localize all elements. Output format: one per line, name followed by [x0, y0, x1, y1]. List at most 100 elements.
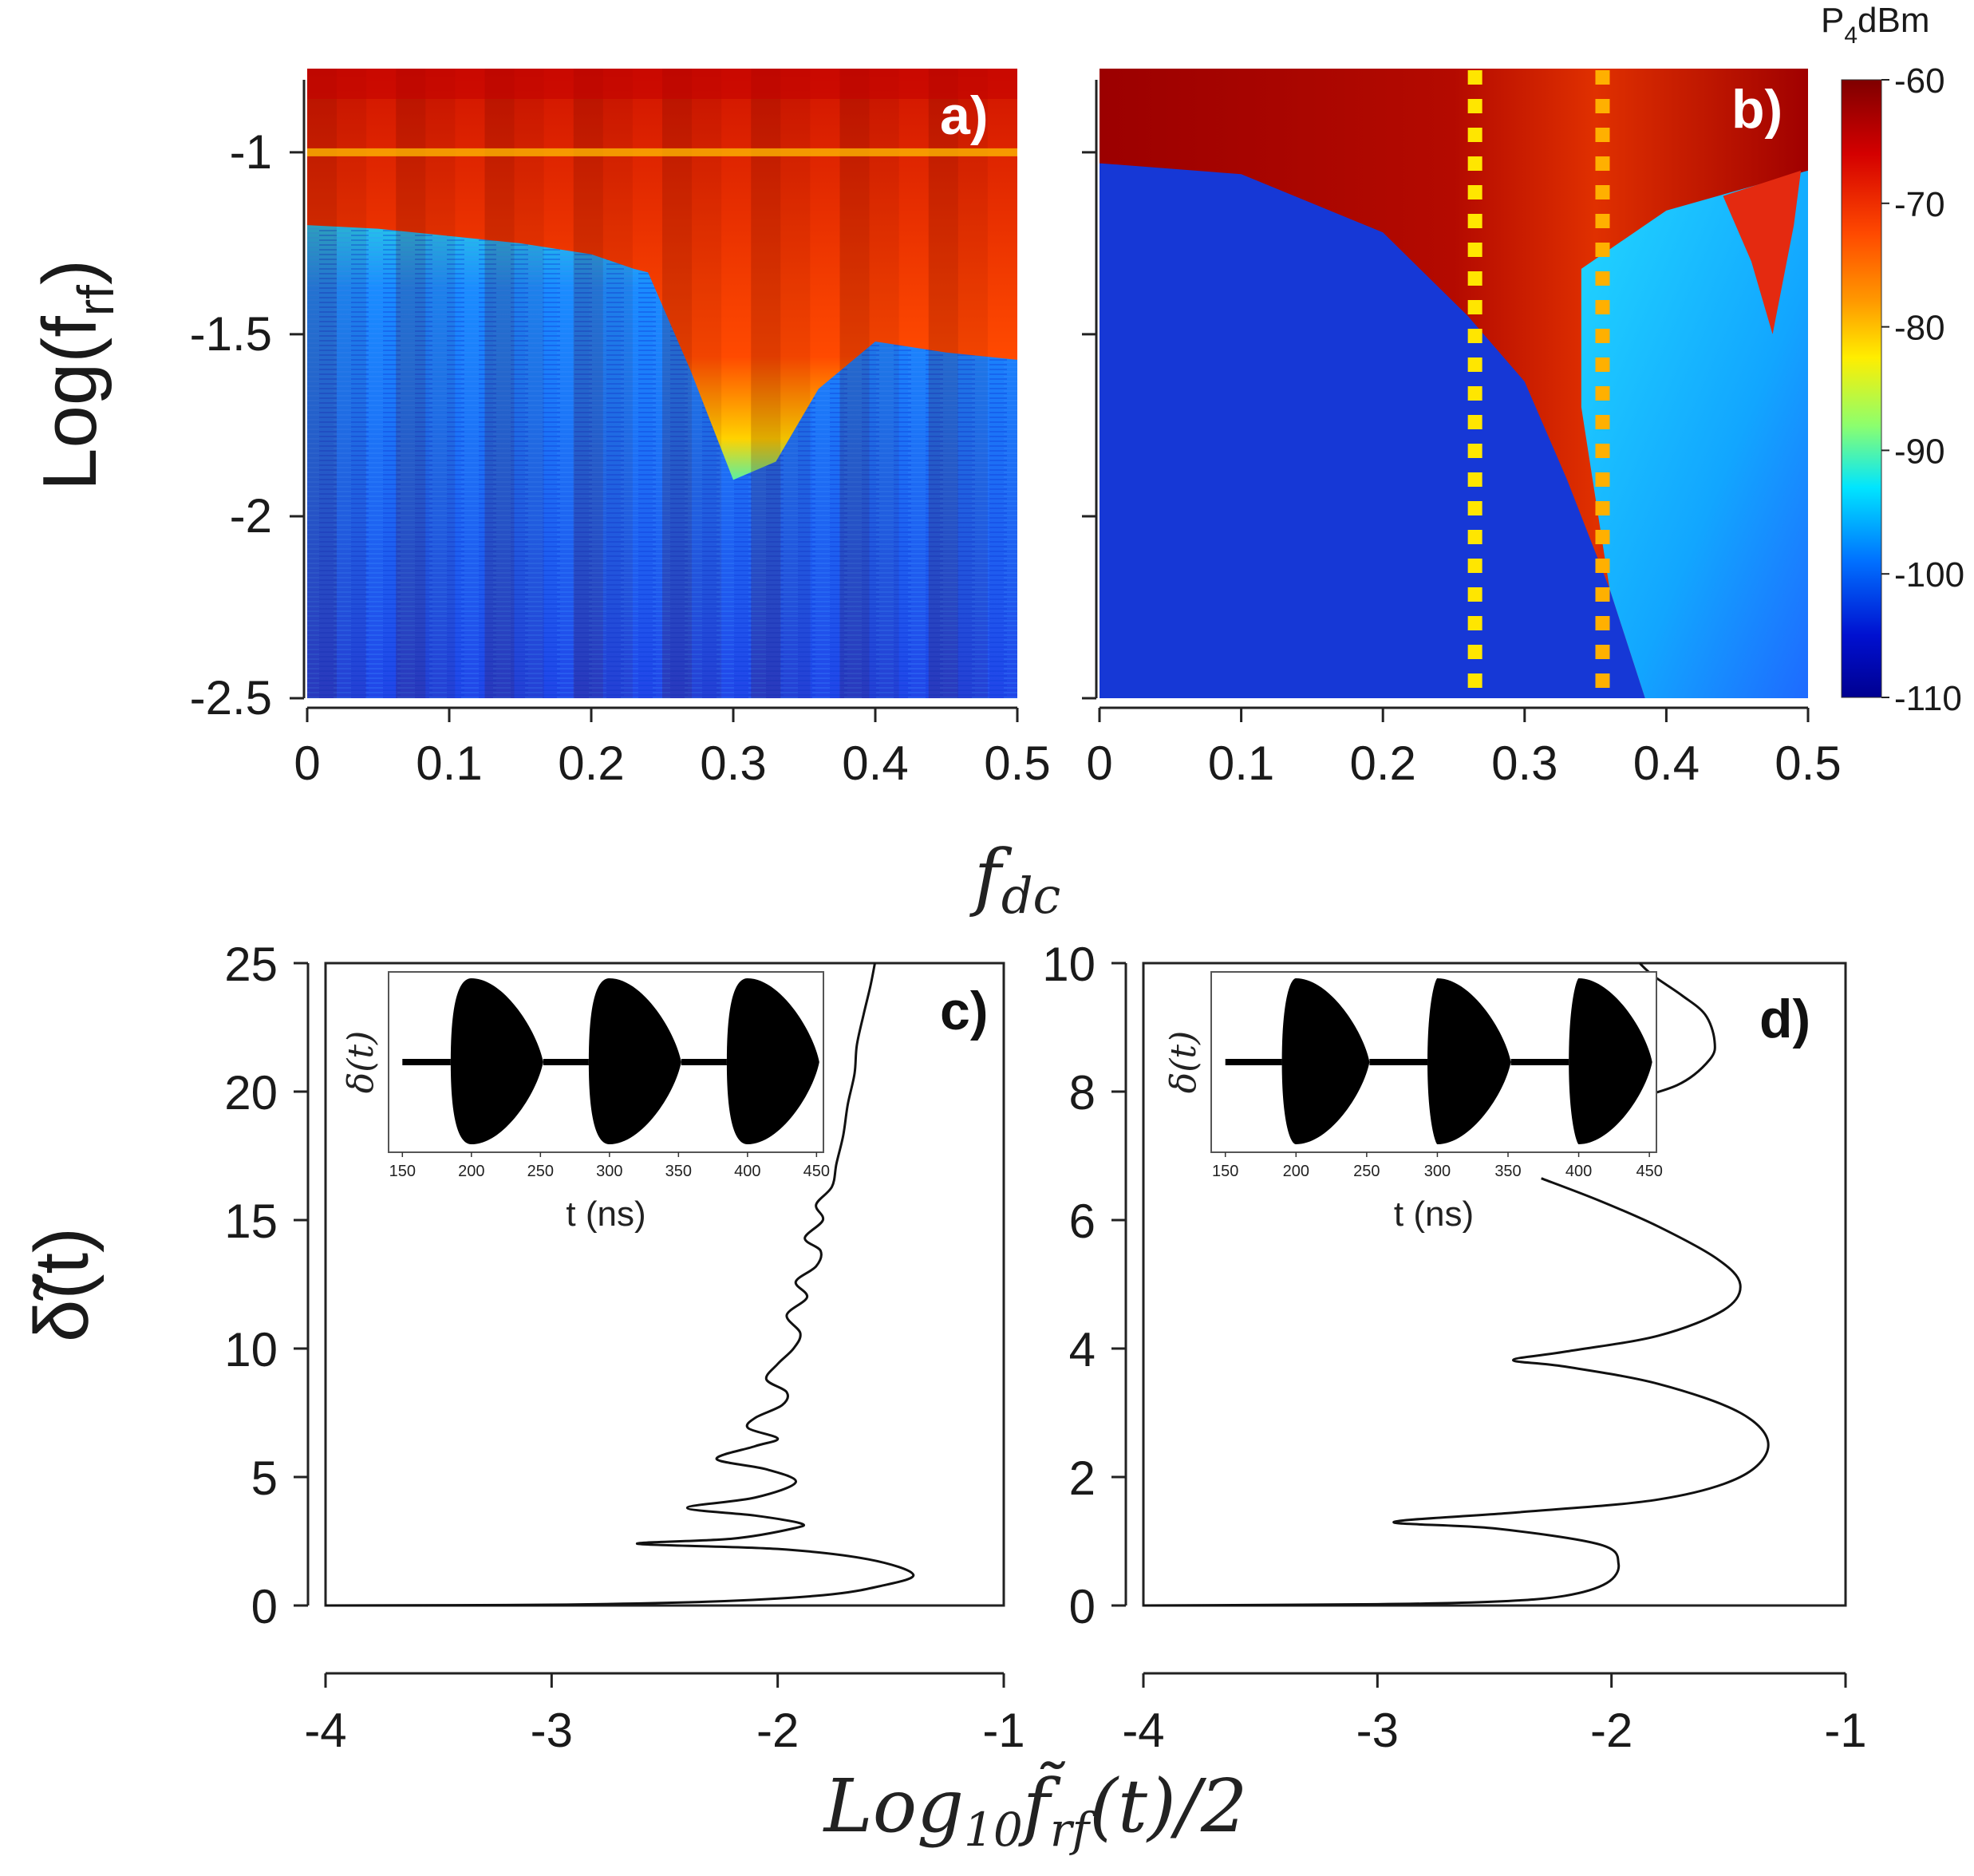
y-tick-label: 8: [1069, 1066, 1096, 1120]
heatmap-a-column: [514, 69, 544, 698]
x-tick-label: 0.4: [1633, 737, 1700, 790]
inset-x-tick-label: 450: [803, 1163, 830, 1180]
panel-d: -4 -3 -2 -1 0 2 4 6 8 10 d) 150 200 250 300 350 400 450…: [1042, 938, 1866, 1757]
x-tick-label: -3: [531, 1704, 573, 1757]
inset-x-tick-label: 300: [1424, 1163, 1451, 1180]
heatmap-a-column: [573, 69, 603, 698]
x-tick-label: 0.2: [558, 737, 624, 790]
x-tick-label: -2: [756, 1704, 799, 1757]
y-tick-label: 10: [1042, 938, 1096, 991]
inset-x-tick-label: 250: [527, 1163, 554, 1180]
inset-x-tick-label: 450: [1636, 1163, 1662, 1180]
heatmap-a-column: [839, 69, 870, 698]
x-tick-label: 0.1: [416, 737, 482, 790]
inset-baseline: [1510, 1059, 1569, 1065]
inset-ylabel: δ(t): [1163, 1031, 1204, 1094]
plot-frame-d: [1142, 962, 1847, 1607]
colorbar-tick-label: -110: [1894, 679, 1962, 718]
series-line-d-1: [1143, 1177, 1770, 1607]
ylabel-log-frf: Log(frf): [27, 259, 124, 491]
inset-xlabel: t (ns): [1394, 1195, 1474, 1234]
x-tick-label: 0: [294, 737, 320, 790]
heatmap-a: [307, 69, 1017, 698]
heatmap-a-column: [957, 69, 988, 698]
heatmap-a-column: [337, 69, 367, 698]
y-tick-label: 6: [1069, 1195, 1096, 1248]
colorbar-gradient: [1841, 79, 1882, 698]
x-tick-label: 0.3: [700, 737, 766, 790]
heatmap-a-column: [928, 69, 958, 698]
xlabel-log10-frf: Log10f̃rf(t)/2: [823, 1761, 1248, 1857]
y-tick-label: -2.5: [190, 671, 272, 725]
x-tick-label: -1: [982, 1704, 1025, 1757]
heatmap-a-column: [307, 69, 338, 698]
panel-a: a) 0 0.1 0.2 0.3 0.4 0.5 -1 -1.5 -2 -2.5: [190, 69, 1051, 790]
colorbar-tick-label: -70: [1894, 185, 1945, 224]
panel-c-label: c): [940, 981, 988, 1041]
y-tick-label: -1.5: [190, 307, 272, 361]
inset-d: 150 200 250 300 350 400 450 t (ns) δ(t): [1163, 971, 1663, 1234]
inset-baseline: [1369, 1059, 1428, 1065]
x-tick-label: -3: [1356, 1704, 1399, 1757]
heatmap-a-red-region: [307, 69, 1017, 480]
heatmap-a-top-strip: [307, 69, 1017, 99]
panel-d-label: d): [1759, 989, 1810, 1049]
y-tick-label: 25: [224, 938, 278, 991]
ylabel-delta-tilde: δ̃(t): [19, 1227, 105, 1342]
inset-burst: [588, 978, 681, 1144]
inset-x-tick-label: 250: [1353, 1163, 1380, 1180]
y-tick-label: 15: [224, 1195, 278, 1248]
inset-baseline: [681, 1059, 727, 1065]
colorbar-tick-label: -100: [1894, 555, 1964, 594]
heatmap-b: [1100, 69, 1808, 698]
inset-x-tick-label: 300: [596, 1163, 622, 1180]
colorbar-tick-label: -60: [1894, 61, 1945, 101]
inset-x-tick-label: 400: [1565, 1163, 1592, 1180]
inset-ylabel: δ(t): [341, 1031, 381, 1094]
inset-c: 150 200 250 300 350 400 450 t (ns) δ(t): [341, 971, 830, 1234]
colorbar-title: P4dBm: [1821, 1, 1930, 49]
heatmap-a-column: [780, 69, 811, 698]
axes-a: 0 0.1 0.2 0.3 0.4 0.5 -1 -1.5 -2 -2.5: [190, 80, 1051, 790]
y-tick-label: 10: [224, 1323, 278, 1376]
heatmap-a-column: [662, 69, 693, 698]
colorbar: P4dBm -60 -70 -80 -90 -100 -110: [1821, 1, 1964, 718]
colorbar-tick-label: -80: [1894, 309, 1945, 348]
x-tick-label: -1: [1824, 1704, 1866, 1757]
inset-x-tick-label: 400: [734, 1163, 760, 1180]
plot-frame-c: [324, 962, 1005, 1607]
inset-baseline: [1225, 1059, 1282, 1065]
inset-burst: [1427, 978, 1511, 1144]
inset-x-tick-label: 150: [389, 1163, 416, 1180]
inset-xlabel: t (ns): [566, 1195, 645, 1234]
y-tick-label: 4: [1069, 1323, 1096, 1376]
inset-x-tick-label: 150: [1212, 1163, 1238, 1180]
y-tick-label: 5: [251, 1451, 278, 1505]
y-tick-label: -2: [230, 489, 272, 543]
inset-burst: [1281, 978, 1370, 1144]
inset-burst: [726, 978, 819, 1144]
colorbar-tick-label: -90: [1894, 432, 1945, 471]
heatmap-a-column: [425, 69, 456, 698]
inset-baseline: [543, 1059, 589, 1065]
colorbar-ticks: -60 -70 -80 -90 -100 -110: [1881, 61, 1964, 718]
inset-burst: [450, 978, 543, 1144]
y-tick-label: 0: [1069, 1580, 1096, 1633]
heatmap-a-column: [484, 69, 515, 698]
xlabel-fdc: fdc: [969, 834, 1060, 925]
panel-c: -4 -3 -2 -1 0 5 10 15 20 25 c) 150 200 250 300 350 400…: [224, 938, 1025, 1757]
series-line-c: [325, 962, 915, 1607]
heatmap-b-cyan-region: [1581, 170, 1808, 698]
panel-b-label: b): [1731, 79, 1783, 140]
axes-b: 0 0.1 0.2 0.3 0.4 0.5: [1082, 80, 1842, 790]
heatmap-a-band: [307, 148, 1017, 156]
heatmap-a-column: [692, 69, 722, 698]
y-tick-label: -1: [230, 125, 272, 179]
heatmap-a-column: [396, 69, 426, 698]
panel-b: b) 0 0.1 0.2 0.3 0.4 0.5: [1082, 69, 1842, 790]
x-tick-label: -4: [1122, 1704, 1164, 1757]
x-tick-label: -4: [304, 1704, 346, 1757]
x-tick-label: 0.3: [1491, 737, 1557, 790]
x-tick-label: 0.5: [1775, 737, 1841, 790]
